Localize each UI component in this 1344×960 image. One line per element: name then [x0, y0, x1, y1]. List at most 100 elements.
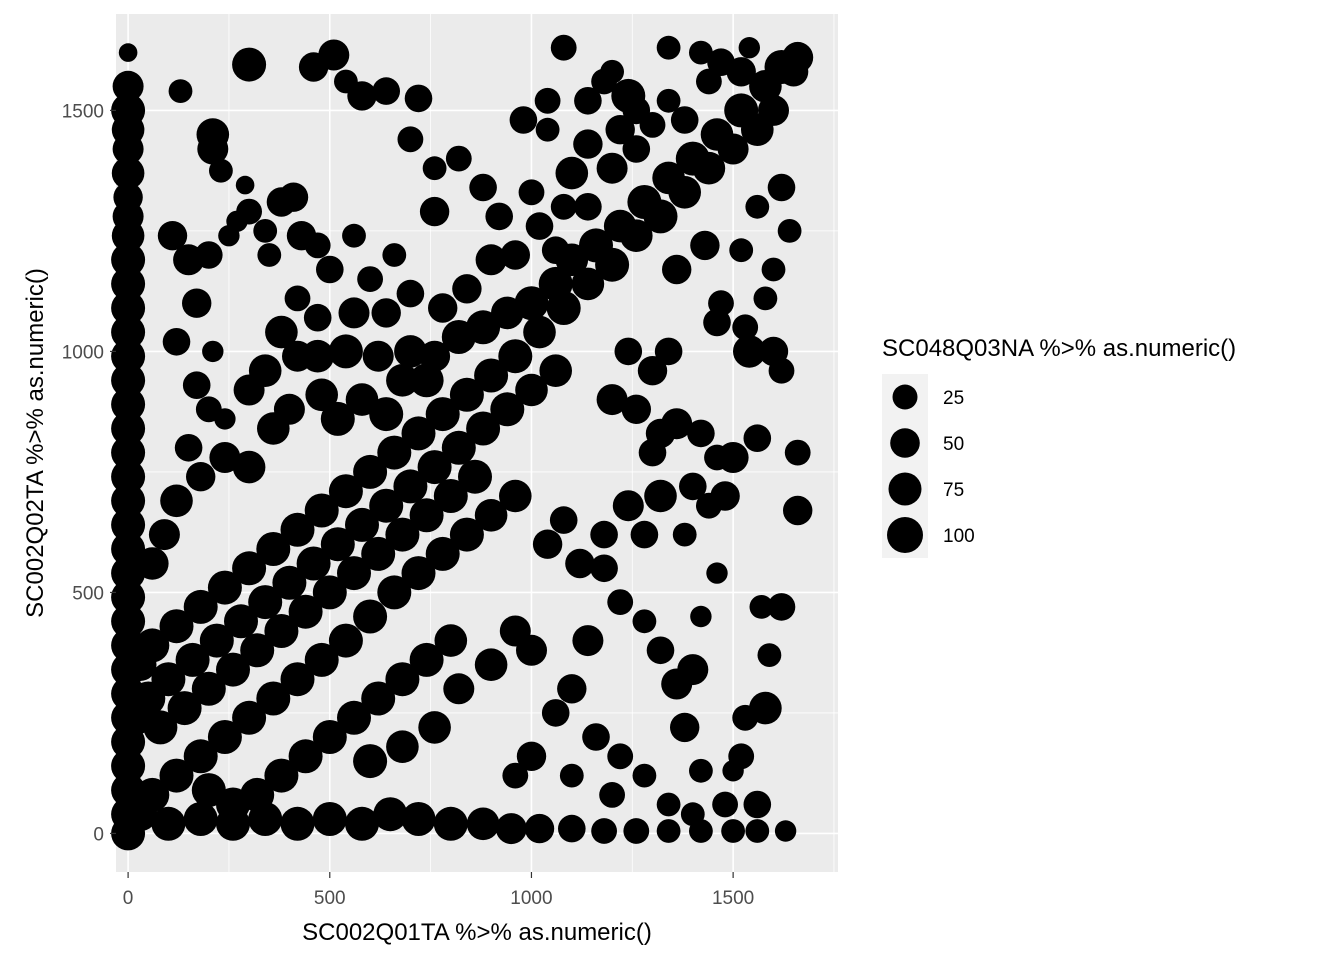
- data-point: [240, 633, 275, 668]
- data-point: [372, 77, 401, 105]
- data-point: [183, 802, 218, 836]
- data-point: [466, 411, 501, 446]
- data-point: [173, 244, 205, 276]
- data-point: [337, 700, 371, 735]
- data-point: [743, 790, 772, 819]
- data-point: [596, 384, 628, 416]
- data-point: [738, 37, 760, 59]
- data-point: [301, 339, 335, 373]
- data-point: [498, 339, 533, 374]
- data-point: [272, 565, 307, 600]
- data-point: [502, 762, 529, 789]
- data-point: [573, 129, 603, 159]
- data-point: [425, 397, 460, 432]
- data-point: [574, 193, 602, 221]
- data-point: [248, 585, 283, 620]
- data-point: [377, 575, 412, 610]
- data-point: [345, 507, 379, 542]
- data-point: [111, 700, 146, 735]
- data-point: [111, 773, 146, 808]
- data-point: [518, 179, 545, 206]
- data-point: [316, 255, 344, 284]
- data-point: [111, 483, 146, 518]
- data-point: [345, 806, 379, 841]
- data-point: [703, 308, 731, 337]
- data-point: [337, 556, 371, 591]
- data-point: [654, 337, 683, 366]
- data-point: [111, 532, 146, 566]
- data-point: [393, 469, 428, 504]
- data-point: [622, 96, 651, 125]
- data-point: [186, 462, 216, 492]
- data-point: [304, 642, 339, 677]
- data-point: [397, 126, 424, 153]
- data-point: [474, 648, 508, 681]
- data-point: [382, 243, 407, 267]
- data-point: [485, 202, 513, 231]
- data-point: [264, 758, 299, 793]
- data-point: [409, 642, 444, 677]
- data-point: [690, 230, 720, 261]
- data-point: [394, 335, 427, 368]
- data-point: [622, 135, 651, 163]
- data-point: [546, 291, 581, 325]
- data-point: [458, 459, 492, 494]
- data-point: [466, 310, 501, 345]
- x-tick-label: 1000: [510, 888, 552, 909]
- data-point: [111, 387, 146, 422]
- data-point: [717, 133, 749, 165]
- legend-key-circle: [890, 428, 920, 458]
- data-point: [174, 434, 203, 462]
- data-point: [253, 219, 278, 243]
- data-point: [353, 599, 388, 634]
- data-point: [630, 520, 659, 549]
- data-point: [656, 35, 681, 60]
- data-point: [644, 479, 677, 513]
- data-point: [637, 356, 668, 386]
- data-point: [159, 609, 194, 644]
- data-point: [385, 517, 420, 552]
- x-axis-title: SC002Q01TA %>% as.numeric(): [302, 919, 652, 946]
- data-point: [777, 219, 802, 243]
- data-point: [433, 806, 468, 841]
- legend-key-circle: [888, 472, 922, 506]
- data-point: [721, 819, 745, 843]
- data-point: [474, 358, 509, 393]
- data-point: [160, 484, 193, 518]
- data-point: [729, 238, 754, 263]
- data-point: [758, 336, 789, 367]
- data-point: [466, 807, 500, 841]
- data-point: [532, 529, 563, 559]
- data-point: [183, 739, 218, 774]
- data-point: [726, 57, 756, 87]
- data-point: [591, 68, 617, 95]
- data-point: [209, 158, 233, 183]
- data-point: [111, 507, 146, 542]
- data-point: [232, 551, 267, 586]
- data-point: [278, 182, 309, 212]
- data-point: [369, 397, 404, 432]
- data-point: [422, 156, 447, 181]
- data-point: [168, 79, 193, 103]
- data-point: [428, 293, 458, 323]
- data-point: [614, 337, 643, 366]
- data-point: [706, 562, 728, 584]
- data-point: [218, 225, 240, 247]
- data-point: [318, 39, 350, 71]
- data-point: [112, 133, 144, 165]
- data-point: [445, 145, 472, 172]
- data-point: [191, 671, 226, 706]
- data-point: [362, 340, 394, 372]
- data-point: [303, 303, 332, 332]
- data-point: [541, 236, 570, 264]
- data-point: [632, 763, 657, 788]
- data-point: [232, 700, 267, 735]
- y-tick-label: 0: [93, 824, 104, 845]
- data-point: [209, 442, 241, 473]
- data-point: [523, 315, 556, 349]
- data-point: [409, 363, 444, 398]
- data-point: [696, 68, 722, 95]
- data-point: [111, 339, 146, 374]
- data-point: [280, 806, 315, 841]
